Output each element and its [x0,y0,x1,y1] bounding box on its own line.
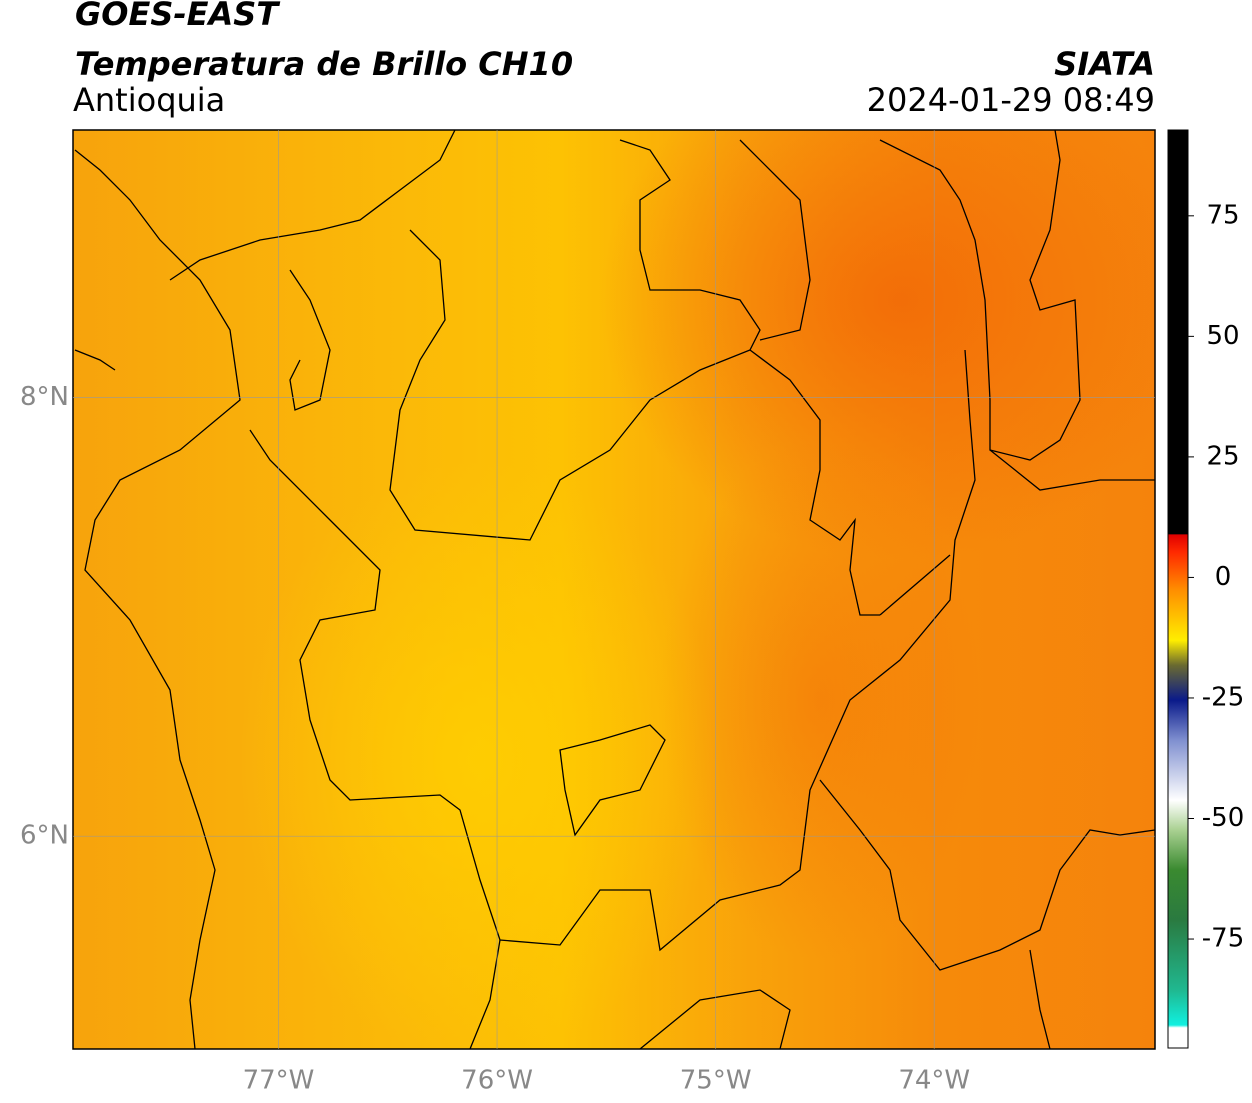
colorbar-tick-label: 25 [1206,441,1239,471]
warm-area [600,130,1155,560]
colorbar-tick-label: 50 [1206,321,1239,351]
colorbar-tick-label: 75 [1206,200,1239,230]
subtitle: Temperatura de Brillo CH10 [75,45,573,83]
dynamic-layer: 77°W 76°W 75°W 74°W 8°N 6°N 75 50 25 0 -25 -50 -75 [20,130,1244,1096]
colorbar-tick-label: -50 [1202,803,1244,833]
x-tick-label: 76°W [461,1066,533,1096]
y-tick-label: 6°N [20,821,69,851]
datetime: 2024-01-29 08:49 [867,81,1155,119]
x-tick-label: 74°W [898,1066,970,1096]
colorbar-tick-label: -25 [1202,682,1244,712]
cool-area [240,460,720,1049]
boundaries [74,130,1155,1049]
source: SIATA [1054,45,1155,83]
y-tick-label: 8°N [20,382,69,412]
region: Antioquia [73,81,225,119]
x-tick-label: 77°W [243,1066,315,1096]
x-tick-label: 75°W [680,1066,752,1096]
colorbar-tick-label: 0 [1215,562,1232,592]
colorbar [1167,129,1189,1049]
map-frame [72,129,1156,1050]
title: GOES-EAST [75,0,280,33]
colorbar-tick-label: -75 [1202,924,1244,954]
warm-area [660,440,980,960]
map-field [73,130,1155,1049]
